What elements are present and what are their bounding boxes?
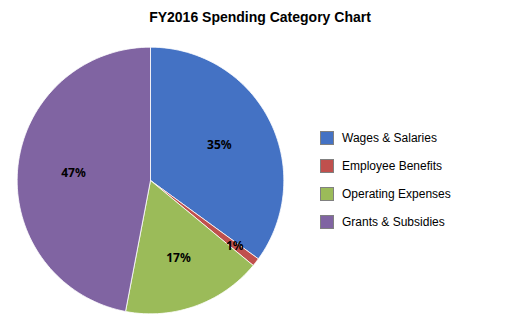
html-text:Grants & Subsidies: Grants & Subsidies xyxy=(342,215,445,229)
html-text:Employee Benefits: Employee Benefits xyxy=(342,159,443,173)
html-text:Wages & Salaries: Wages & Salaries xyxy=(342,131,437,145)
svg-text:1%: 1% xyxy=(226,237,244,254)
html-text:FY2016 Spending Category Chart: FY2016 Spending Category Chart xyxy=(149,9,371,25)
svg-text:35%: 35% xyxy=(207,136,232,153)
html-text:Operating Expenses: Operating Expenses xyxy=(342,187,451,201)
svg-text:17%: 17% xyxy=(166,249,191,266)
svg-text:47%: 47% xyxy=(61,164,86,181)
